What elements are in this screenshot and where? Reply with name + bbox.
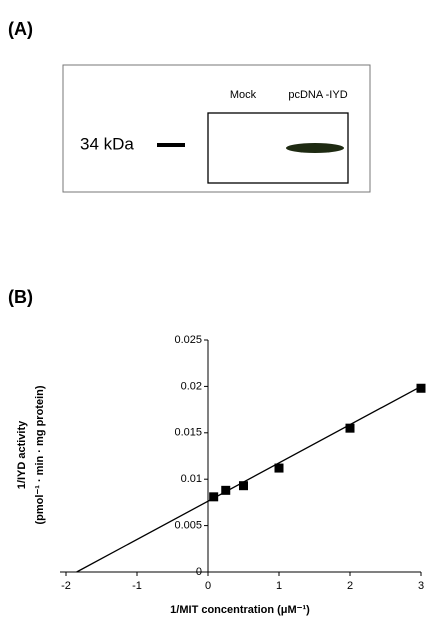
marker-label: 34 kDa xyxy=(80,134,134,153)
y-axis-label: 1/IYD activity xyxy=(16,420,28,489)
panel-label: (A) xyxy=(8,19,33,39)
x-tick-label: 3 xyxy=(418,580,424,592)
lane-label: Mock xyxy=(230,89,257,101)
x-tick-label: 2 xyxy=(347,580,353,592)
y-tick-label: 0.02 xyxy=(181,380,202,392)
fit-line xyxy=(77,386,421,572)
lane-label: pcDNA -IYD xyxy=(288,89,347,101)
y-tick-label: 0.015 xyxy=(174,427,202,439)
y-tick-label: 0 xyxy=(196,566,202,578)
band xyxy=(286,143,344,153)
y-tick-label: 0.025 xyxy=(174,334,202,346)
figure: (A) Mock pcDNA -IYD 34 kDa (B) 1/MIT con… xyxy=(0,0,427,625)
y-tick-label: 0.005 xyxy=(174,520,202,532)
x-tick-label: 1 xyxy=(276,580,282,592)
x-tick-label: 0 xyxy=(205,580,211,592)
x-tick-label: -2 xyxy=(61,580,71,592)
x-tick-label: -1 xyxy=(132,580,142,592)
y-axis-label: (pmol⁻¹ · min · mg protein) xyxy=(34,385,46,524)
y-tick-label: 0.01 xyxy=(181,473,202,485)
panel-label: (B) xyxy=(8,287,33,307)
x-axis-label: 1/MIT concentration (μM⁻¹) xyxy=(170,604,310,616)
